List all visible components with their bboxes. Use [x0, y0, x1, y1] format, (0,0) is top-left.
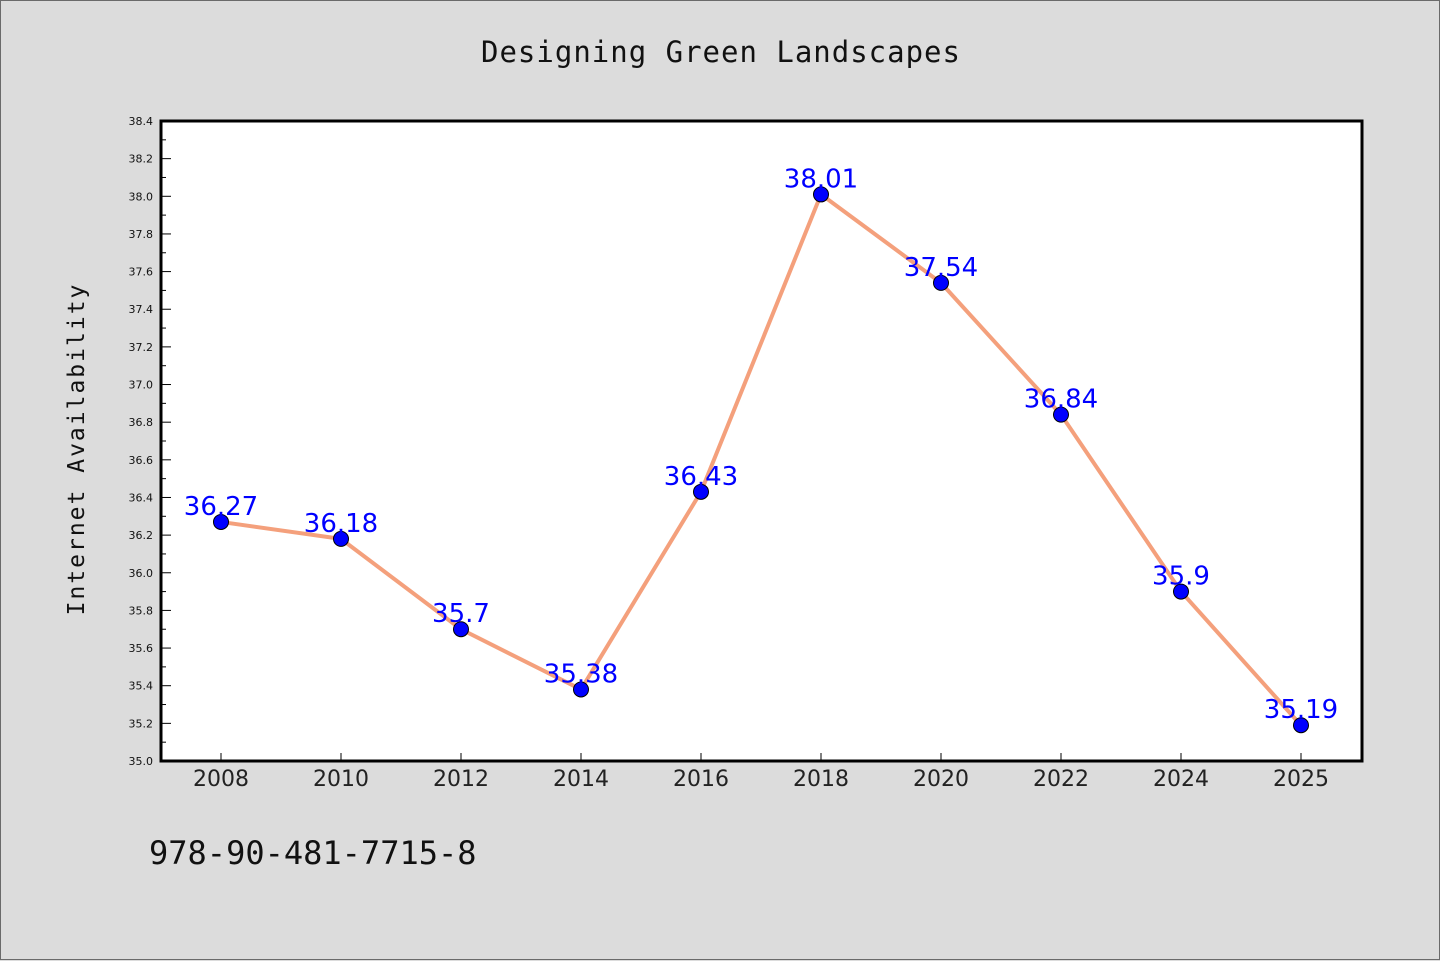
y-tick-label: 37.8	[129, 228, 154, 241]
data-label: 36.18	[304, 509, 378, 539]
data-point-marker	[693, 483, 709, 500]
x-tick-label: 2020	[913, 767, 969, 792]
y-tick-label: 36.0	[129, 567, 154, 580]
isbn-text: 978-90-481-7715-8	[149, 834, 477, 872]
data-point-marker	[813, 186, 829, 203]
y-tick-label: 36.4	[129, 491, 154, 504]
data-point-marker	[933, 274, 949, 291]
x-tick-label: 2012	[433, 767, 489, 792]
y-tick-label: 35.2	[129, 717, 154, 730]
series-line-group	[219, 192, 1303, 728]
markers-group	[213, 186, 1309, 734]
y-tick-label: 36.2	[129, 529, 154, 542]
y-tick-label: 35.8	[129, 604, 154, 617]
data-point-marker	[1053, 406, 1069, 423]
data-labels-group: 36.27 36.18 35.7 35.38 36.43 38.01 37.54 36.84 3…	[184, 164, 1338, 725]
data-point-marker	[1173, 583, 1189, 600]
x-tick-label: 2010	[313, 767, 369, 792]
x-tick-label: 2024	[1153, 767, 1209, 792]
y-tick-label: 37.4	[129, 303, 154, 316]
y-tick-label: 37.0	[129, 379, 154, 392]
x-tick-label: 2022	[1033, 767, 1089, 792]
data-label: 36.84	[1024, 385, 1098, 415]
y-axis: 35.0 35.2 35.4 35.6 35.8 36.0 36.2 36.4 36.6 36.8…	[129, 115, 171, 768]
chart-title: Designing Green Landscapes	[481, 35, 961, 69]
y-tick-label: 35.0	[129, 755, 154, 768]
data-point-marker	[453, 621, 469, 638]
data-label: 37.54	[904, 253, 978, 283]
data-label: 36.43	[664, 462, 738, 492]
series-line	[219, 192, 1303, 728]
x-tick-label: 2025	[1273, 767, 1329, 792]
data-label: 35.9	[1152, 562, 1210, 592]
y-tick-label: 38.0	[129, 190, 154, 203]
x-tick-label: 2016	[673, 767, 729, 792]
data-label: 38.01	[784, 164, 858, 194]
data-label: 36.27	[184, 492, 258, 522]
y-tick-label: 37.6	[129, 266, 154, 279]
y-tick-label: 38.2	[129, 153, 154, 166]
x-tick-label: 2018	[793, 767, 849, 792]
data-point-marker	[213, 513, 229, 530]
x-tick-label: 2008	[193, 767, 249, 792]
data-point-marker	[573, 681, 589, 698]
y-tick-label: 35.4	[129, 680, 154, 693]
data-label: 35.19	[1264, 695, 1338, 725]
y-tick-label: 36.8	[129, 416, 154, 429]
y-tick-label: 38.4	[129, 115, 154, 128]
data-label: 35.38	[544, 659, 618, 689]
plot-area	[159, 119, 1364, 763]
data-label: 35.7	[432, 599, 490, 629]
x-tick-label: 2014	[553, 767, 609, 792]
data-point-marker	[333, 530, 349, 547]
x-axis: 2008 2010 2012 2014 2016 2018 2020 2022 2024 2025	[193, 753, 1329, 792]
y-tick-label: 37.2	[129, 341, 154, 354]
y-tick-label: 35.6	[129, 642, 154, 655]
y-tick-label: 36.6	[129, 454, 154, 467]
data-point-marker	[1293, 717, 1309, 734]
